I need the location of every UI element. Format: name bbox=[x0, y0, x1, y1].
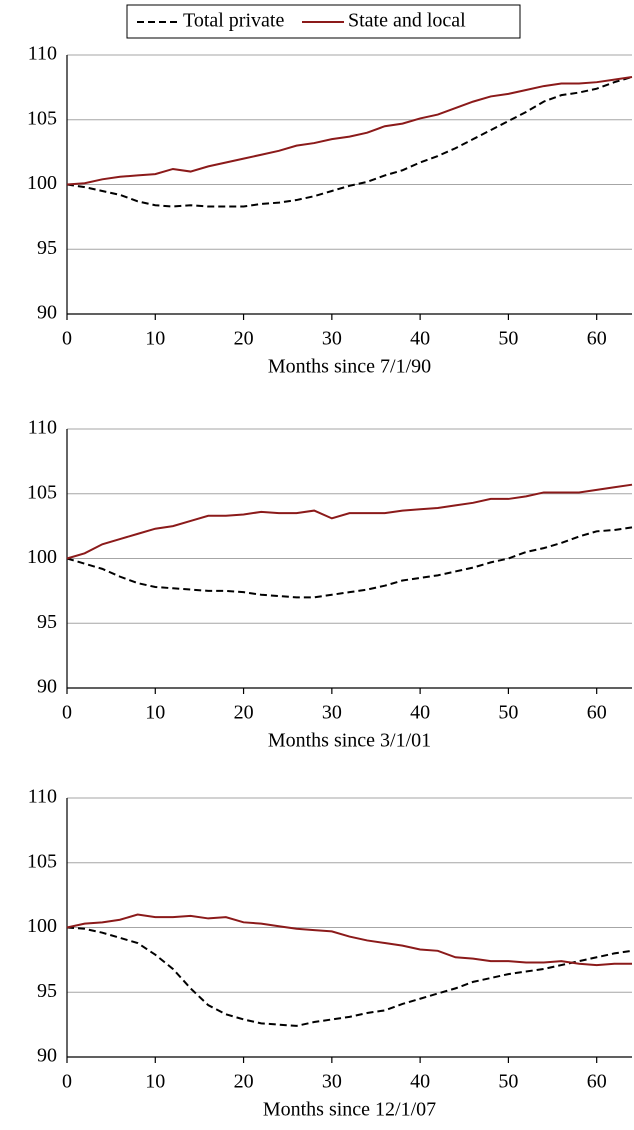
x-tick-label: 0 bbox=[62, 328, 72, 350]
y-tick-label: 110 bbox=[28, 786, 57, 808]
x-tick-label: 40 bbox=[410, 702, 430, 724]
x-tick-label: 40 bbox=[410, 1071, 430, 1093]
x-tick-label: 0 bbox=[62, 702, 72, 724]
x-tick-label: 50 bbox=[498, 702, 518, 724]
y-tick-label: 95 bbox=[37, 980, 57, 1002]
series-line bbox=[66, 926, 633, 1027]
x-tick-label: 60 bbox=[587, 1071, 607, 1093]
x-tick-label: 40 bbox=[410, 328, 430, 350]
y-tick-label: 100 bbox=[27, 546, 57, 568]
x-tick-label: 50 bbox=[498, 1071, 518, 1093]
series-line bbox=[66, 76, 633, 186]
y-tick-label: 105 bbox=[27, 850, 57, 872]
y-tick-label: 100 bbox=[27, 915, 57, 937]
y-tick-label: 90 bbox=[37, 1045, 57, 1067]
legend-box bbox=[126, 4, 521, 39]
x-axis-label: Months since 7/1/90 bbox=[268, 356, 431, 378]
legend-label: State and local bbox=[348, 10, 466, 32]
series-line bbox=[66, 526, 633, 599]
y-tick-label: 95 bbox=[37, 611, 57, 633]
y-tick-label: 105 bbox=[27, 107, 57, 129]
y-tick-label: 110 bbox=[28, 417, 57, 439]
series-line bbox=[66, 76, 633, 208]
legend-label: Total private bbox=[183, 10, 284, 32]
x-axis-label: Months since 12/1/07 bbox=[263, 1099, 436, 1121]
x-tick-label: 20 bbox=[234, 702, 254, 724]
x-tick-label: 60 bbox=[587, 328, 607, 350]
x-tick-label: 0 bbox=[62, 1071, 72, 1093]
x-axis-label: Months since 3/1/01 bbox=[268, 730, 431, 752]
x-tick-label: 20 bbox=[234, 328, 254, 350]
y-tick-label: 105 bbox=[27, 481, 57, 503]
y-tick-label: 95 bbox=[37, 237, 57, 259]
x-tick-label: 10 bbox=[145, 328, 165, 350]
series-line bbox=[66, 913, 632, 967]
series-line bbox=[66, 483, 633, 560]
y-tick-label: 90 bbox=[37, 302, 57, 324]
y-tick-label: 110 bbox=[28, 43, 57, 65]
x-tick-label: 10 bbox=[145, 702, 165, 724]
x-tick-label: 30 bbox=[322, 1071, 342, 1093]
y-tick-label: 90 bbox=[37, 676, 57, 698]
x-tick-label: 10 bbox=[145, 1071, 165, 1093]
x-tick-label: 30 bbox=[322, 328, 342, 350]
x-tick-label: 30 bbox=[322, 702, 342, 724]
y-tick-label: 100 bbox=[27, 172, 57, 194]
x-tick-label: 60 bbox=[587, 702, 607, 724]
x-tick-label: 20 bbox=[234, 1071, 254, 1093]
x-tick-label: 50 bbox=[498, 328, 518, 350]
